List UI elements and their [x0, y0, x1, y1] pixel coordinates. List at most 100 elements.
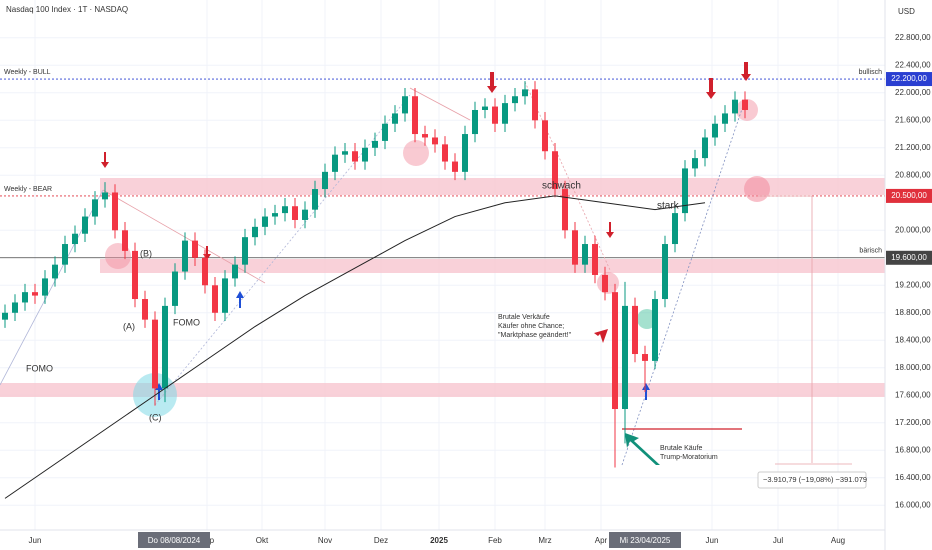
x-tick-label: Aug — [831, 536, 845, 545]
candle-body — [722, 113, 728, 124]
level-name: Weekly - BULL — [4, 69, 51, 76]
level-side-label: bärisch — [859, 248, 882, 255]
candle-body — [32, 292, 38, 296]
candle-body — [182, 240, 188, 272]
x-tick-label: Jul — [773, 536, 783, 545]
candle-body — [352, 151, 358, 162]
candle-body — [192, 240, 198, 258]
candle-body — [172, 271, 178, 306]
level-name: Weekly - BEAR — [4, 186, 52, 193]
candle-body — [462, 134, 468, 172]
zone — [100, 259, 885, 273]
candle-body — [682, 168, 688, 214]
x-tick-label: Nov — [318, 536, 332, 545]
price-box — [886, 188, 932, 203]
candle-body — [662, 244, 668, 300]
candle-body — [742, 99, 748, 110]
price-box — [886, 250, 932, 265]
arrow — [625, 433, 660, 465]
candle-body — [142, 299, 148, 320]
trend-line — [409, 87, 471, 121]
arrow-up — [642, 383, 650, 400]
annotation: schwach — [542, 181, 581, 192]
x-tick-label: Okt — [256, 536, 269, 545]
candle-body — [712, 123, 718, 138]
y-tick-label: 22.000,00 — [895, 88, 931, 97]
y-tick-label: 21.600,00 — [895, 115, 931, 124]
y-tick-label: 22.800,00 — [895, 33, 931, 42]
annotation: (B) — [140, 248, 152, 258]
candle-body — [322, 171, 328, 190]
candle-body — [452, 161, 458, 172]
annotation: (A) — [123, 321, 135, 331]
candle-body — [512, 96, 518, 104]
candle-body — [92, 199, 98, 217]
candle-body — [432, 137, 438, 145]
candle-body — [302, 209, 308, 220]
arrow-down — [606, 222, 614, 238]
candle-body — [562, 189, 568, 231]
y-tick-label: 20.000,00 — [895, 225, 931, 234]
x-tick-label: Jun — [29, 536, 42, 545]
x-tick-label: Jun — [706, 536, 719, 545]
y-tick-label: 16.000,00 — [895, 500, 931, 509]
y-tick-label: 18.800,00 — [895, 308, 931, 317]
candle-body — [102, 192, 108, 200]
candle-body — [72, 233, 78, 245]
price-box-label: 22.200,00 — [891, 74, 927, 83]
candle-body — [372, 140, 378, 148]
zone — [100, 178, 885, 195]
annotation: FOMO — [173, 317, 200, 327]
candle-body — [692, 158, 698, 169]
candle-body — [282, 206, 288, 214]
candle-body — [412, 96, 418, 135]
candle-body — [222, 278, 228, 313]
x-tick-label: 2025 — [430, 536, 448, 545]
marker-circle — [736, 99, 758, 121]
candle-body — [422, 134, 428, 138]
candle-body — [632, 305, 638, 355]
annotation: Brutale Verkäufe — [498, 314, 550, 321]
candle-body — [522, 89, 528, 97]
moving-average — [4, 195, 706, 499]
measure-box — [757, 471, 867, 489]
candle-body — [202, 257, 208, 286]
candle-body — [582, 244, 588, 265]
x-tick-label: Dez — [374, 536, 388, 545]
arrow-down — [706, 78, 716, 99]
candle-body — [572, 230, 578, 265]
y-tick-label: 22.400,00 — [895, 60, 931, 69]
candle-body — [612, 292, 618, 410]
annotation: Trump-Moratorium — [660, 454, 718, 461]
candle-body — [12, 302, 18, 313]
candle-body — [122, 230, 128, 251]
candle-body — [382, 123, 388, 141]
level-side-label: bullisch — [859, 69, 882, 76]
x-tick-label: Apr — [595, 536, 608, 545]
candle-body — [552, 151, 558, 190]
marker-circle — [403, 140, 429, 166]
price-box-label: 20.500,00 — [891, 191, 927, 200]
candle-body — [542, 120, 548, 152]
annotation: Käufer ohne Chance; — [498, 323, 564, 330]
candle-body — [532, 89, 538, 121]
date-label: Mi 23/04/2025 — [620, 536, 671, 545]
candle-body — [492, 106, 498, 124]
candle-body — [242, 237, 248, 265]
marker-circle — [744, 176, 770, 202]
date-box — [138, 532, 210, 548]
candle-body — [442, 144, 448, 162]
candle-body — [702, 137, 708, 159]
candle-body — [132, 250, 138, 300]
candle-body — [402, 96, 408, 114]
trend-line — [621, 99, 746, 466]
annotation: FOMO — [26, 363, 53, 373]
candle-body — [502, 103, 508, 124]
candle-body — [212, 285, 218, 313]
candle-body — [42, 278, 48, 296]
arrow-down — [101, 152, 109, 168]
y-tick-label: 20.800,00 — [895, 170, 931, 179]
candle-body — [82, 216, 88, 234]
candle-body — [162, 305, 168, 389]
